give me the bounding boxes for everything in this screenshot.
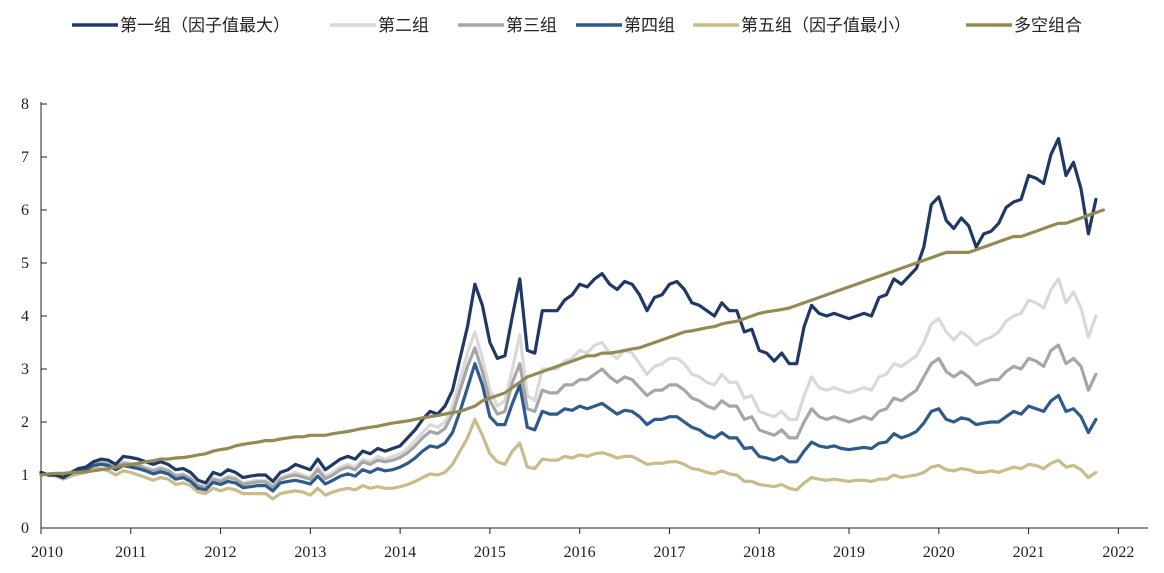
x-tick-label: 2010 <box>31 544 63 561</box>
x-tick-label: 2017 <box>653 544 685 561</box>
y-tick-label: 2 <box>21 414 29 431</box>
x-tick-label: 2021 <box>1013 544 1045 561</box>
y-tick-label: 3 <box>21 361 29 378</box>
series-line-2 <box>39 343 1098 490</box>
legend-label: 多空组合 <box>1014 16 1082 36</box>
legend-label: 第三组 <box>506 16 557 36</box>
y-tick-label: 1 <box>21 467 29 484</box>
x-tick-label: 2013 <box>294 544 326 561</box>
x-tick-label: 2022 <box>1102 544 1134 561</box>
y-axis: 0 1 2 3 4 5 6 7 8 <box>21 96 47 537</box>
x-tick-label: 2019 <box>833 544 865 561</box>
series-line-4 <box>39 417 1098 501</box>
y-tick-label: 5 <box>21 255 29 272</box>
x-tick-label: 2016 <box>564 544 596 561</box>
x-tick-label: 2014 <box>384 544 416 561</box>
legend-label: 第一组（因子值最大） <box>120 16 290 36</box>
y-tick-label: 6 <box>21 202 29 219</box>
y-tick-label: 7 <box>21 149 29 166</box>
legend-label: 第二组 <box>378 16 429 36</box>
legend-label: 第五组（因子值最小） <box>741 16 911 36</box>
x-tick-label: 2012 <box>205 544 237 561</box>
series-line-5 <box>39 208 1106 477</box>
legend: 第一组（因子值最大） 第二组 第三组 第四组 第五组（因子值最小） 多空组合 <box>72 16 1082 36</box>
x-tick-label: 2018 <box>743 544 775 561</box>
series-layer <box>39 136 1106 501</box>
series-line-0 <box>39 136 1098 485</box>
x-tick-label: 2020 <box>923 544 955 561</box>
y-tick-label: 4 <box>21 308 29 325</box>
x-tick-label: 2015 <box>474 544 506 561</box>
legend-label: 第四组 <box>624 16 675 36</box>
y-tick-label: 0 <box>21 520 29 537</box>
x-axis: 2010 2011 2012 2013 2014 2015 2016 2017 2018 2019… <box>31 527 1148 561</box>
y-tick-label: 8 <box>21 96 29 113</box>
series-line-3 <box>39 362 1098 493</box>
x-tick-label: 2011 <box>115 544 146 561</box>
